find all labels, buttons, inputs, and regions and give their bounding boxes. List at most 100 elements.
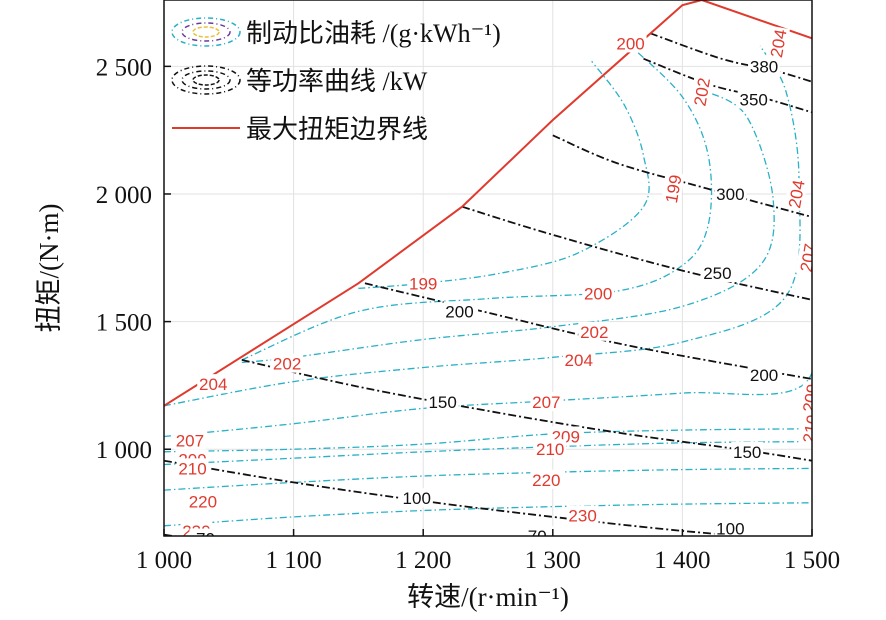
bsfc-label-200: 200 [584, 285, 612, 304]
x-tick-label: 1 400 [654, 547, 710, 574]
power-curve-250kw [461, 205, 812, 301]
bsfc-label-210: 210 [536, 440, 564, 459]
bsfc-label-220-bg [530, 469, 563, 489]
bsfc-label-204: 204 [199, 375, 227, 394]
max-torque-boundary-line [164, 0, 812, 407]
bsfc-label-204: 204 [785, 178, 809, 209]
bsfc-label-204: 204 [767, 28, 791, 59]
power-label-200: 200 [750, 366, 778, 385]
power-label-150: 150 [733, 443, 761, 462]
y-tick-label: 2 500 [96, 54, 152, 81]
bsfc-contour-202 [241, 91, 775, 364]
power-label-380-bg [748, 56, 781, 76]
legend: 制动比油耗 /(g·kWh⁻¹) 等功率曲线 /kW 最大扭矩边界线 [171, 17, 501, 144]
power-label-200-bg [443, 301, 476, 321]
bsfc-label-202-bg [689, 74, 714, 110]
power-label-150-bg [731, 441, 764, 461]
power-label-250: 250 [703, 264, 731, 283]
bsfc-label-210-bg [176, 458, 209, 478]
legend-label-power: 等功率曲线 /kW [246, 67, 428, 96]
bsfc-label-207-bg [173, 430, 206, 450]
bsfc-label-199: 199 [409, 274, 437, 293]
power-label-70-bg [189, 528, 222, 536]
bsfc-label-209: 209 [799, 383, 823, 414]
bsfc-label-220-bg [186, 491, 219, 511]
power-curve-300kw [552, 134, 812, 218]
bsfc-contour-210 [164, 440, 812, 466]
bsfc-contour-230 [164, 502, 812, 527]
bsfc-label-207-bg [795, 240, 812, 276]
power-label-300: 300 [716, 185, 744, 204]
bsfc-label-199-bg [407, 273, 440, 293]
x-tick-label: 1 500 [784, 547, 840, 574]
power-label-100: 100 [716, 519, 744, 538]
bsfc-contour-220 [164, 467, 812, 491]
x-axis-label: 转速/(r·min⁻¹) [407, 582, 569, 612]
bsfc-label-202-bg [271, 353, 304, 373]
bsfc-label-230: 230 [568, 507, 596, 526]
bsfc-label-210-bg [798, 411, 812, 447]
power-label-70: 70 [196, 530, 215, 549]
bsfc-label-207-bg [530, 392, 563, 411]
bsfc-label-202: 202 [273, 355, 301, 374]
bsfc-label-202: 202 [580, 323, 608, 342]
power-label-100: 100 [403, 489, 431, 508]
bsfc-label-209-bg [798, 380, 812, 416]
power-label-70: 70 [528, 527, 547, 546]
y-tick-label: 2 000 [96, 182, 152, 209]
x-tick-label: 1 200 [395, 547, 451, 574]
bsfc-label-207: 207 [797, 242, 821, 273]
power-label-70-bg [521, 526, 554, 536]
bsfc-label-220: 220 [532, 471, 560, 490]
bsfc-label-200-bg [614, 33, 647, 53]
bsfc-label-230-bg [566, 505, 599, 525]
axis-ticks: 1 000 1 100 1 200 1 300 1 400 1 500 1 000 1 500… [96, 54, 840, 574]
x-tick-label: 1 300 [525, 547, 581, 574]
power-curve-380kw [649, 32, 812, 83]
power-label-200: 200 [445, 302, 473, 321]
x-tick-label: 1 100 [265, 547, 321, 574]
bsfc-label-204-bg [765, 25, 790, 61]
bsfc-label-207: 207 [532, 393, 560, 412]
bsfc-label-204-bg [783, 176, 809, 212]
bsfc-contour-209 [164, 428, 812, 453]
power-label-150: 150 [428, 393, 456, 412]
x-tick-label: 1 000 [136, 547, 192, 574]
bsfc-label-204-bg [197, 374, 230, 394]
bsfc-label-210: 210 [799, 413, 823, 444]
bsfc-label-220: 220 [189, 493, 217, 512]
power-curve-350kw [643, 57, 812, 114]
bsfc-label-204-bg [562, 349, 595, 369]
power-label-100-bg [714, 518, 747, 536]
bsfc-label-202: 202 [691, 76, 715, 107]
bsfc-label-210-bg [534, 439, 567, 459]
y-axis-label: 扭矩/(N·m) [34, 204, 64, 333]
legend-label-boundary: 最大扭矩边界线 [246, 115, 428, 144]
bsfc-label-204: 204 [565, 351, 593, 370]
y-tick-label: 1 500 [96, 310, 152, 337]
power-label-350-bg [737, 89, 770, 109]
bsfc-label-202-bg [578, 321, 611, 341]
bsfc-label-199: 199 [662, 173, 686, 204]
legend-bsfc-icon [171, 17, 241, 47]
y-tick-label: 1 000 [96, 437, 152, 464]
power-label-350: 350 [739, 91, 767, 110]
power-label-300-bg [714, 183, 747, 203]
legend-label-bsfc: 制动比油耗 /(g·kWh⁻¹) [246, 19, 501, 48]
bsfc-label-200: 200 [616, 34, 644, 53]
power-curve-100kw [164, 459, 753, 536]
bsfc-contour-200 [241, 45, 713, 361]
bsfc-label-200-bg [582, 283, 615, 303]
legend-power-icon [171, 65, 241, 95]
power-label-380: 380 [750, 57, 778, 76]
power-label-200-bg [748, 365, 781, 385]
power-label-100-bg [400, 488, 433, 508]
plot-area: 199 199 200 200 200 202 202 202 204 204 204 204 207 2… [164, 0, 823, 549]
power-label-150-bg [426, 392, 459, 411]
power-label-250-bg [701, 263, 734, 283]
bsfc-label-207: 207 [176, 431, 204, 450]
bsfc-contour-204 [164, 45, 801, 407]
bsfc-label-210: 210 [178, 459, 206, 478]
